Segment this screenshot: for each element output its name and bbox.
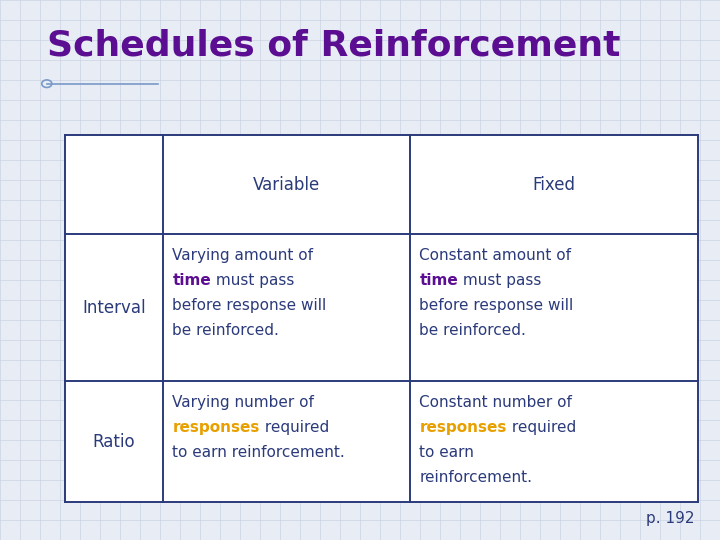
Text: time: time	[172, 273, 211, 288]
Text: required: required	[260, 420, 329, 435]
Text: Varying number of: Varying number of	[172, 395, 314, 409]
Text: responses: responses	[172, 420, 260, 435]
Text: Ratio: Ratio	[93, 433, 135, 450]
Text: p. 192: p. 192	[647, 511, 695, 526]
Text: to earn reinforcement.: to earn reinforcement.	[172, 445, 345, 460]
Text: Interval: Interval	[82, 299, 145, 316]
Text: Constant number of: Constant number of	[420, 395, 572, 409]
Text: required: required	[507, 420, 576, 435]
Text: Variable: Variable	[253, 176, 320, 193]
Text: Fixed: Fixed	[533, 176, 576, 193]
Text: Constant amount of: Constant amount of	[420, 248, 572, 262]
Bar	[65, 135, 698, 502]
Text: before response will: before response will	[172, 298, 327, 313]
Text: to earn: to earn	[420, 445, 474, 460]
Text: before response will: before response will	[420, 298, 574, 313]
Text: be reinforced.: be reinforced.	[172, 323, 279, 338]
Text: time: time	[420, 273, 458, 288]
Text: must pass: must pass	[458, 273, 541, 288]
Text: must pass: must pass	[211, 273, 294, 288]
Text: responses: responses	[420, 420, 507, 435]
Text: Schedules of Reinforcement: Schedules of Reinforcement	[47, 28, 621, 62]
Text: Varying amount of: Varying amount of	[172, 248, 313, 262]
Text: be reinforced.: be reinforced.	[420, 323, 526, 338]
Text: reinforcement.: reinforcement.	[420, 470, 533, 485]
